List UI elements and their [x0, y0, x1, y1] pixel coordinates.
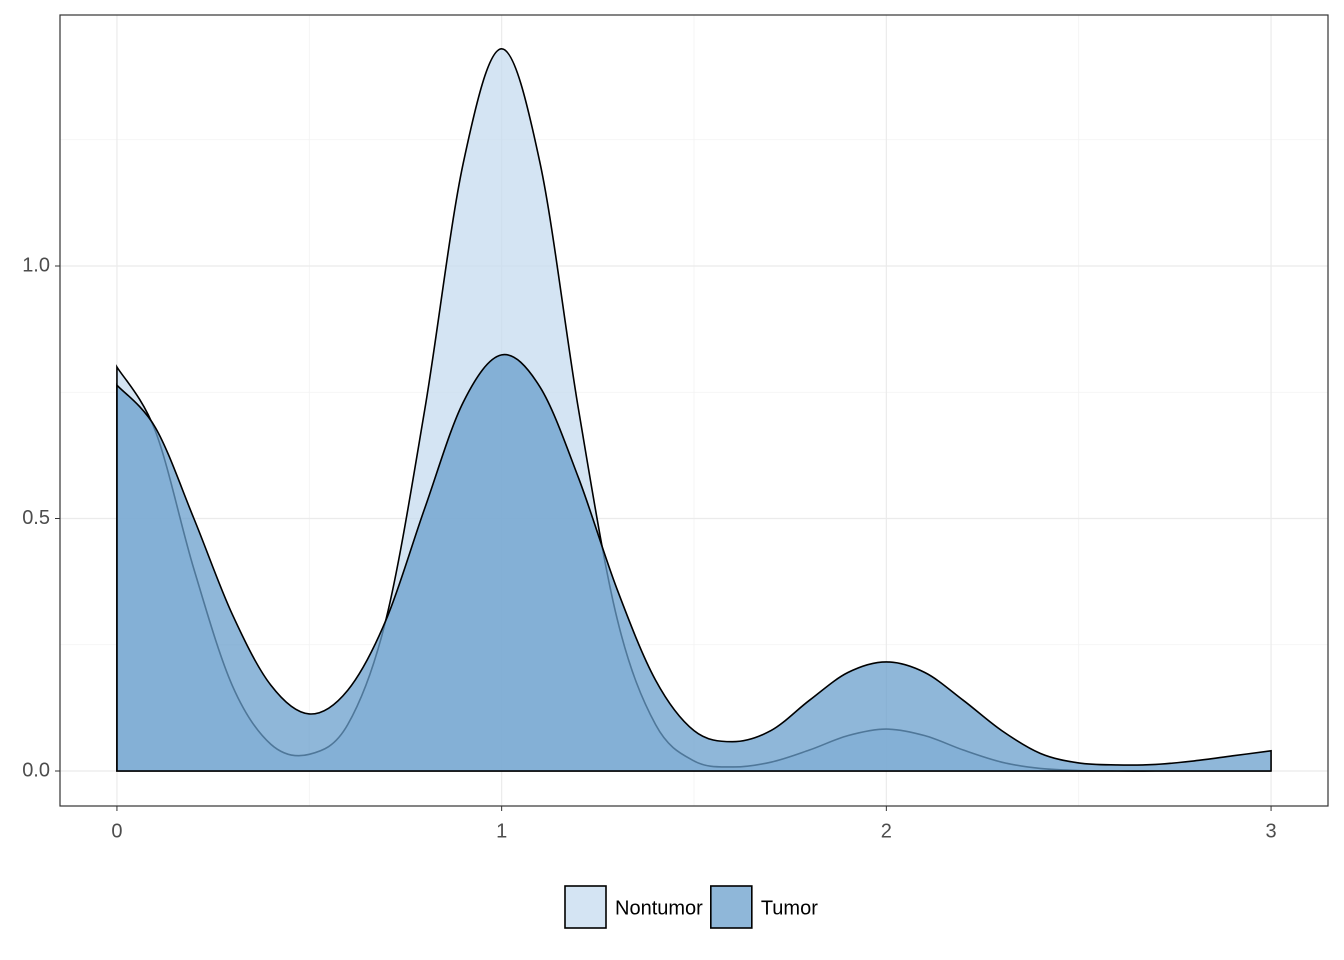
- legend-key: [564, 885, 607, 929]
- x-tick-label: 0: [111, 820, 122, 842]
- legend-label: Nontumor: [615, 897, 703, 919]
- x-tick-label: 2: [881, 820, 892, 842]
- legend-key: [710, 885, 753, 929]
- legend-label: Tumor: [761, 897, 818, 919]
- y-tick-label: 0.0: [22, 759, 50, 781]
- x-tick-label: 1: [496, 820, 507, 842]
- y-tick-label: 1.0: [22, 254, 50, 276]
- x-tick-label: 3: [1266, 820, 1277, 842]
- density-area: [116, 353, 1272, 772]
- y-tick-label: 0.5: [22, 507, 50, 529]
- plot-border: [59, 14, 1329, 807]
